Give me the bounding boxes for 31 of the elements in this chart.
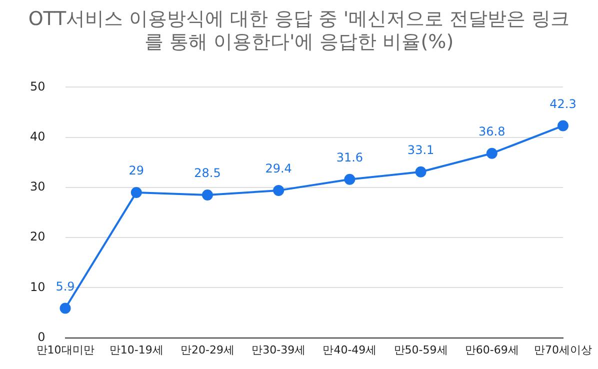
chart-title: OTT서비스 이용방식에 대한 응답 중 '메신저으로 전달받은 링크를 통해 이용한다'에 응답한 비율(%) [27, 8, 571, 55]
point [486, 148, 498, 159]
y-tick-label: 0 [38, 330, 46, 344]
data-label: 5.9 [56, 279, 75, 294]
x-tick-label: 만30-39세 [252, 343, 306, 356]
y-tick-label: 40 [30, 129, 46, 144]
data-label: 31.6 [336, 150, 364, 165]
y-tick-label: 10 [30, 280, 46, 294]
x-tick-label: 만60-69세 [464, 343, 519, 356]
y-tick-label: 20 [30, 230, 46, 244]
point [130, 186, 142, 198]
point [415, 166, 426, 178]
y-tick-label: 30 [30, 180, 46, 194]
data-label: 36.8 [478, 124, 506, 138]
data-label: 29.4 [265, 162, 292, 176]
data-label: 33.1 [407, 143, 434, 158]
data-label: 29 [128, 164, 144, 178]
point [202, 189, 213, 200]
x-tick-label: 만10대미만 [36, 343, 94, 356]
point [344, 174, 356, 185]
x-tick-label: 만10-19세 [109, 343, 164, 356]
x-tick-label: 만40-49세 [322, 343, 377, 356]
x-tick-label: 만70세이상 [534, 343, 592, 356]
x-tick-label: 만50-59세 [394, 343, 448, 356]
x-tick-label: 만20-29세 [180, 343, 234, 356]
point [558, 120, 568, 132]
y-tick-label: 50 [30, 79, 46, 94]
point [60, 302, 71, 314]
data-label: 42.3 [550, 96, 576, 111]
data-label: 28.5 [194, 166, 221, 180]
point [273, 184, 284, 196]
